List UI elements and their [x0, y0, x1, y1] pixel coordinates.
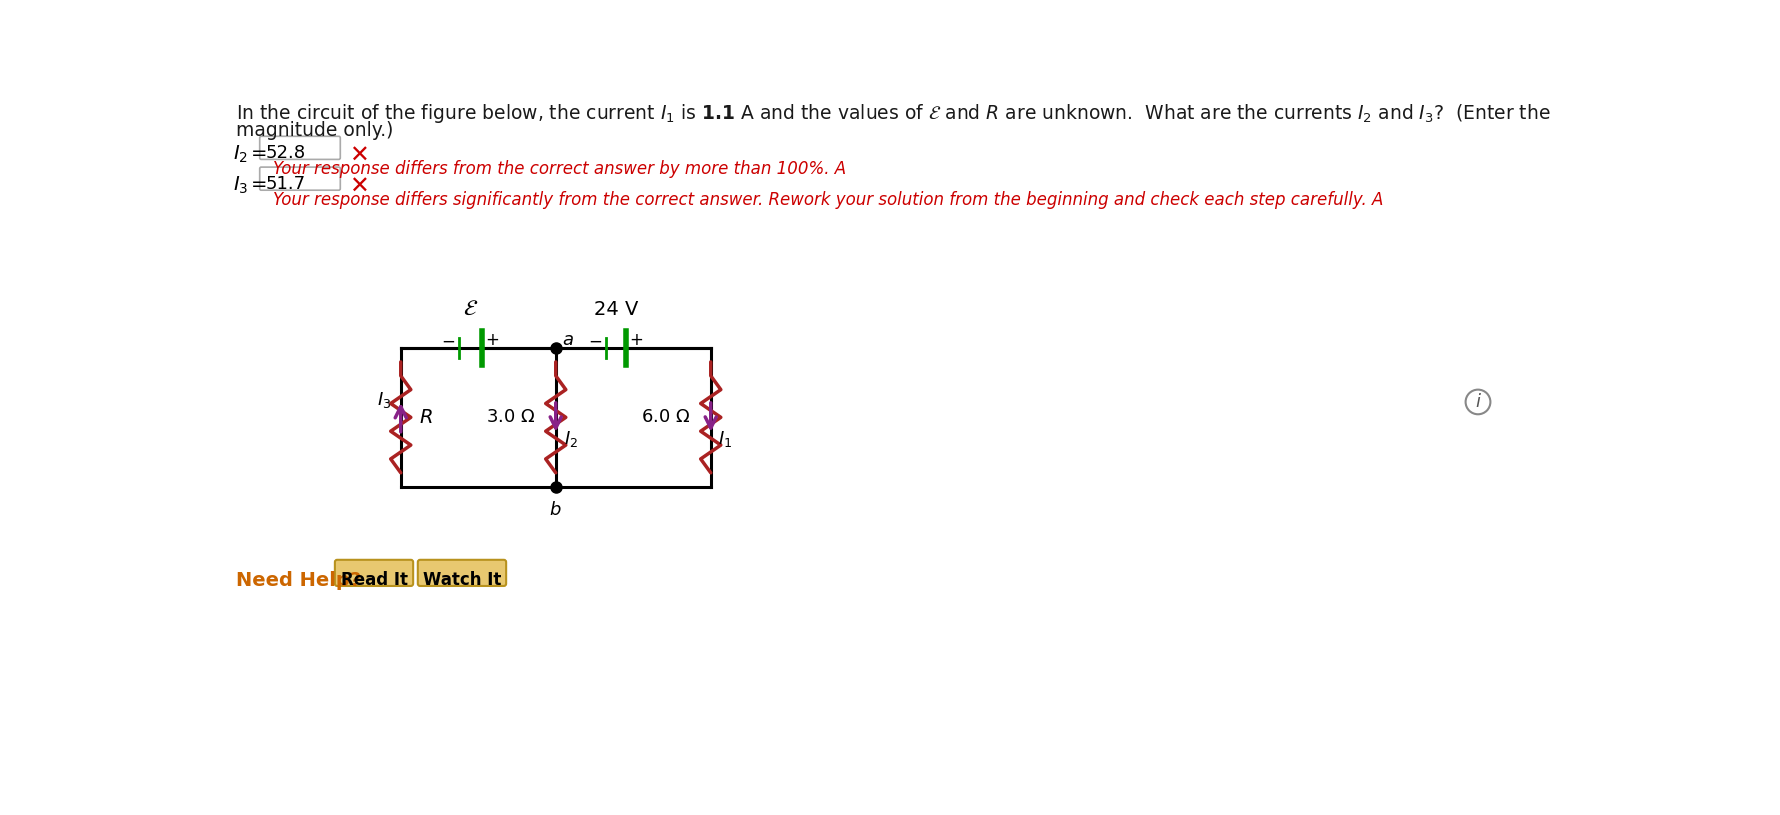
Text: $R$: $R$ [420, 408, 433, 427]
FancyBboxPatch shape [418, 560, 506, 586]
Text: In the circuit of the figure below, the current $I_1$ is $\mathbf{1.1}$ A and th: In the circuit of the figure below, the … [237, 102, 1550, 125]
Text: =: = [251, 174, 267, 194]
Text: =: = [251, 144, 267, 163]
FancyBboxPatch shape [260, 167, 340, 190]
Text: 51.7: 51.7 [265, 174, 304, 193]
Text: $3.0\ \Omega$: $3.0\ \Omega$ [486, 408, 536, 426]
Text: Read It: Read It [340, 571, 408, 589]
Text: $-$: $-$ [587, 332, 602, 350]
Text: $I_3$: $I_3$ [233, 174, 249, 196]
Text: Watch It: Watch It [424, 571, 502, 589]
Text: ✕: ✕ [349, 144, 368, 168]
Text: i: i [1476, 393, 1481, 411]
Text: $\mathcal{E}$: $\mathcal{E}$ [463, 299, 479, 319]
Text: $I_2$: $I_2$ [564, 429, 577, 448]
Text: Need Help?: Need Help? [237, 571, 361, 590]
Text: 24 V: 24 V [593, 300, 637, 319]
FancyBboxPatch shape [335, 560, 413, 586]
Text: $6.0\ \Omega$: $6.0\ \Omega$ [641, 408, 691, 426]
Text: 52.8: 52.8 [265, 144, 304, 162]
Text: Your response differs significantly from the correct answer. Rework your solutio: Your response differs significantly from… [272, 191, 1383, 209]
Text: $+$: $+$ [628, 332, 643, 350]
FancyBboxPatch shape [260, 136, 340, 160]
Text: $I_2$: $I_2$ [233, 144, 249, 165]
Text: $I_3$: $I_3$ [377, 390, 392, 410]
Text: $I_1$: $I_1$ [719, 429, 733, 448]
Text: magnitude only.): magnitude only.) [237, 121, 393, 140]
Text: Your response differs from the correct answer by more than 100%. A: Your response differs from the correct a… [272, 161, 846, 178]
Text: $b$: $b$ [550, 500, 562, 518]
Text: $+$: $+$ [486, 332, 500, 350]
Text: $a$: $a$ [562, 332, 573, 350]
Text: $-$: $-$ [441, 332, 456, 350]
Text: ✕: ✕ [349, 174, 368, 199]
